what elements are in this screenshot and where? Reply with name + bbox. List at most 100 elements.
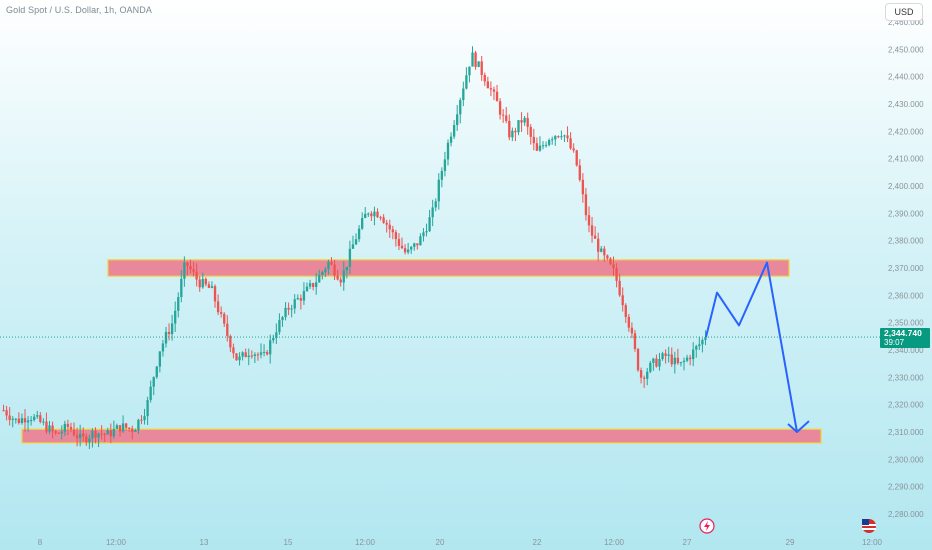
candle-body [223,313,226,324]
candle-body [287,307,290,310]
candle-body [103,433,106,435]
candle-body [646,371,649,379]
candle-body [621,295,624,306]
candle-body [161,343,165,352]
x-tick-label: 29 [786,538,795,547]
y-tick-label: 2,450.000 [888,45,924,54]
candle-body [673,357,676,365]
y-tick-label: 2,320.000 [888,401,924,410]
support-zone[interactable] [21,428,822,444]
candle-body [618,280,621,296]
candle-body [661,353,664,360]
x-tick-label: 12:00 [862,538,883,547]
candle-body [219,312,223,314]
candle-body [39,415,42,422]
candle-body [23,418,27,423]
candle-body [354,239,358,245]
resistance-zone[interactable] [107,259,790,277]
candle-body [572,148,575,151]
candle-body [131,428,134,432]
candle-body [146,400,149,417]
candle-body [551,139,554,141]
candle-body [174,310,177,324]
x-tick-label: 12:00 [355,538,376,547]
candle-body [376,211,379,218]
candle-body [177,297,180,311]
candle-body [213,286,217,302]
candle-body [164,331,168,344]
candle-body [569,138,572,149]
candle-body [281,317,284,321]
candle-body [134,430,137,432]
candle-body [180,278,183,298]
candle-body [82,433,85,437]
candle-body [14,418,17,420]
candle-body [143,416,146,421]
candle-body [517,120,520,133]
candle-body [26,420,30,423]
candle-body [66,423,70,427]
candle-body [57,432,60,434]
candle-body [682,360,686,363]
candle-body [336,275,339,280]
candle-body [627,316,631,328]
y-tick-label: 2,410.000 [888,155,924,164]
candle-body [612,264,615,269]
candle-body [348,248,352,267]
lightning-icon[interactable] [699,518,715,534]
candle-body [379,217,382,219]
candle-body [253,354,257,356]
y-tick-label: 2,390.000 [888,209,924,218]
projection-arrow[interactable] [705,261,810,433]
candle-body [462,88,465,101]
candle-body [498,101,502,115]
currency-button[interactable]: USD [885,3,923,21]
candle-body [167,331,171,335]
candle-body [642,377,646,379]
candle-body [655,358,658,367]
candle-body [149,386,152,401]
us-flag-icon[interactable] [862,519,876,533]
candle-body [557,136,560,138]
candle-body [244,352,247,358]
candle-body [535,143,539,151]
candle-body [698,344,701,347]
candle-body [400,245,404,249]
candle-body [520,120,523,123]
candle-body [695,346,698,350]
candle-body [474,52,477,67]
candle-body [140,419,143,421]
candle-body [8,415,11,420]
candle-body [204,278,208,285]
y-tick-label: 2,340.000 [888,346,924,355]
candle-body [324,269,327,273]
candle-body [501,114,505,116]
candle-body [94,430,97,438]
candle-body [20,418,24,423]
candle-body [72,429,76,436]
candle-body [60,431,63,434]
price-timer: 39:07 [884,338,905,347]
y-tick-label: 2,280.000 [888,510,924,519]
y-tick-label: 2,300.000 [888,455,924,464]
candle-body [100,433,103,435]
candle-body [275,332,278,339]
candle-body [216,301,220,313]
candle-body [410,246,413,250]
candle-body [434,201,437,208]
candle-body [649,362,652,372]
candle-body [42,421,45,423]
candle-body [308,283,312,287]
candle-body [639,370,643,378]
candle-body [597,238,600,252]
candle-body [523,117,526,123]
candle-body [636,348,640,371]
candle-body [526,117,529,127]
candle-body [428,217,431,232]
candle-body [302,291,306,301]
candle-body [78,433,82,439]
candle-body [652,358,655,363]
